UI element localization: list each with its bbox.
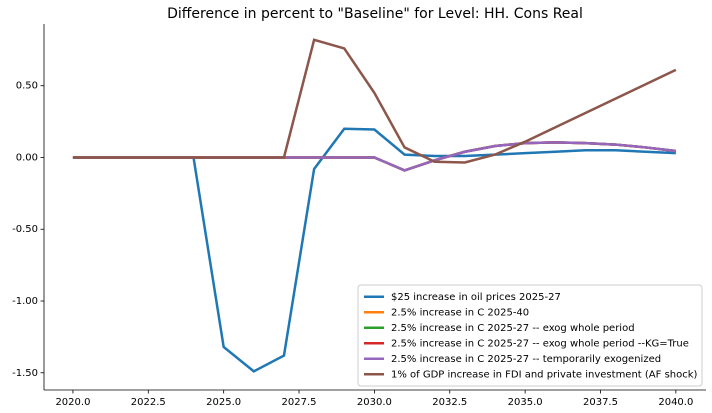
x-tick-label: 2040.0	[658, 397, 693, 408]
y-tick-label: -1.50	[12, 368, 38, 379]
legend-label: 2.5% increase in C 2025-27 -- temporaril…	[391, 354, 661, 365]
y-tick-label: -1.00	[12, 296, 38, 307]
x-tick-label: 2032.5	[432, 397, 467, 408]
x-tick-label: 2020.0	[55, 397, 90, 408]
legend-label: 1% of GDP increase in FDI and private in…	[391, 369, 698, 380]
y-tick-label: 0.50	[16, 81, 38, 92]
x-tick-label: 2022.5	[131, 397, 166, 408]
y-tick-label: -0.50	[12, 224, 38, 235]
legend-label: 2.5% increase in C 2025-27 -- exog whole…	[391, 323, 635, 334]
x-tick-label: 2025.0	[206, 397, 241, 408]
legend-label: 2.5% increase in C 2025-40	[391, 307, 529, 318]
chart-title: Difference in percent to "Baseline" for …	[167, 6, 583, 22]
legend-label: 2.5% increase in C 2025-27 -- exog whole…	[391, 338, 689, 349]
y-tick-label: 0.00	[16, 152, 38, 163]
series-line	[72, 38, 677, 164]
legend: $25 increase in oil prices 2025-27 2.5% i…	[357, 284, 703, 387]
x-tick-label: 2037.5	[583, 397, 618, 408]
legend-label: $25 increase in oil prices 2025-27	[391, 292, 561, 303]
x-tick-label: 2030.0	[357, 397, 392, 408]
x-tick-label: 2027.5	[282, 397, 317, 408]
legend-box	[357, 284, 703, 387]
x-tick-label: 2035.0	[508, 397, 543, 408]
